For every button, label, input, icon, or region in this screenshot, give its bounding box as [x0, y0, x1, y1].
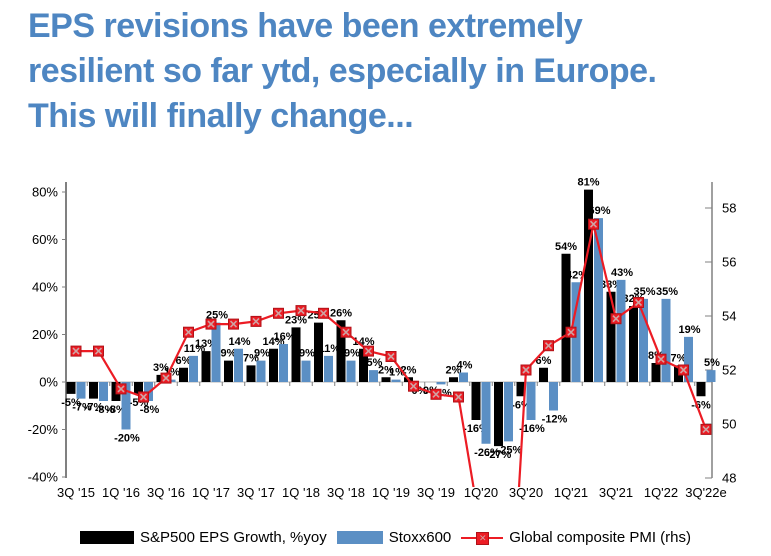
svg-text:20%: 20%	[32, 327, 58, 342]
svg-text:9%: 9%	[221, 348, 237, 360]
svg-text:-27%: -27%	[486, 449, 512, 461]
svg-text:-16%: -16%	[519, 423, 545, 435]
svg-text:43%: 43%	[611, 267, 633, 279]
svg-text:9%: 9%	[254, 348, 270, 360]
svg-text:14%: 14%	[228, 336, 250, 348]
svg-text:-5%: -5%	[61, 397, 81, 409]
svg-text:54%: 54%	[555, 241, 577, 253]
svg-text:56: 56	[722, 255, 736, 270]
svg-text:2%: 2%	[378, 364, 394, 376]
svg-text:-20%: -20%	[114, 433, 140, 445]
svg-text:3Q'21: 3Q'21	[599, 485, 633, 500]
svg-text:11%: 11%	[319, 343, 341, 355]
svg-text:0%: 0%	[39, 375, 58, 390]
stoxx600-swatch-icon	[336, 530, 383, 544]
svg-text:5%: 5%	[367, 357, 383, 369]
svg-text:54: 54	[722, 309, 736, 324]
svg-text:5%: 5%	[704, 357, 720, 369]
title-line-2: resilient so far ytd, especially in Euro…	[28, 51, 657, 90]
title-line-3: This will finally change...	[28, 96, 414, 135]
svg-text:1Q '16: 1Q '16	[102, 485, 140, 500]
legend-label-pmi: Global composite PMI (rhs)	[509, 528, 692, 546]
svg-text:9%: 9%	[299, 348, 315, 360]
svg-text:42%: 42%	[566, 269, 588, 281]
svg-text:-6%: -6%	[511, 399, 531, 411]
legend-label-sp500: S&P500 EPS Growth, %yoy	[139, 528, 327, 546]
svg-text:1Q'20: 1Q'20	[464, 485, 498, 500]
svg-text:-8%: -8%	[140, 404, 160, 416]
svg-text:-20%: -20%	[28, 422, 59, 437]
pmi-line	[70, 218, 712, 487]
svg-text:-7%: -7%	[72, 402, 92, 414]
svg-text:40%: 40%	[32, 280, 58, 295]
svg-text:35%: 35%	[633, 286, 655, 298]
svg-text:3Q '15: 3Q '15	[57, 485, 95, 500]
svg-text:3Q '16: 3Q '16	[147, 485, 185, 500]
legend-label-stoxx600: Stoxx600	[388, 528, 452, 546]
svg-text:1Q '18: 1Q '18	[282, 485, 320, 500]
chart-area: 80% 60% 40% 20% 0% -20% -40% 58 56 54 52 50 48 3Q '15…	[0, 168, 771, 520]
svg-text:7%: 7%	[671, 352, 687, 364]
svg-text:58: 58	[722, 201, 736, 216]
svg-text:81%: 81%	[577, 177, 599, 189]
svg-text:-8%: -8%	[106, 404, 126, 416]
svg-text:-25%: -25%	[497, 444, 523, 456]
pmi-line-swatch-icon: ✕	[461, 531, 504, 545]
svg-text:16%: 16%	[273, 331, 295, 343]
svg-text:19%: 19%	[678, 324, 700, 336]
svg-text:26%: 26%	[330, 307, 352, 319]
bars-stoxx600: -7% -8%-20%-8%1%11%25%14%9%16%9% 11% 9%5%1%…	[72, 205, 720, 459]
svg-text:6%: 6%	[536, 355, 552, 367]
svg-text:-7%: -7%	[84, 402, 104, 414]
svg-text:11%: 11%	[184, 343, 206, 355]
x-axis-labels: 3Q '15 1Q '16 3Q '16 1Q '17 3Q '17 1Q '18 3Q '…	[57, 485, 727, 500]
svg-text:69%: 69%	[588, 205, 610, 217]
svg-text:-40%: -40%	[28, 470, 59, 485]
bars-sp500: -5%-7%-8%-5%3%6%13%9%7%14%23%25%26%14%2%…	[61, 177, 711, 462]
svg-text:80%: 80%	[32, 185, 58, 200]
legend: S&P500 EPS Growth, %yoy Stoxx600 ✕ Globa…	[0, 524, 771, 550]
legend-item-pmi: ✕ Global composite PMI (rhs)	[461, 529, 691, 546]
title-line-1: EPS revisions have been extremely	[28, 7, 583, 45]
svg-text:1Q'22: 1Q'22	[644, 485, 678, 500]
svg-text:35%: 35%	[656, 286, 678, 298]
left-axis: 80% 60% 40% 20% 0% -20% -40%	[28, 182, 67, 485]
svg-text:4%: 4%	[457, 360, 473, 372]
right-axis: 58 56 54 52 50 48	[705, 182, 736, 486]
svg-text:-12%: -12%	[542, 414, 568, 426]
svg-text:60%: 60%	[32, 232, 58, 247]
svg-text:3Q'22e: 3Q'22e	[685, 485, 727, 500]
svg-text:52: 52	[722, 363, 736, 378]
svg-text:-8%: -8%	[95, 404, 115, 416]
legend-item-stoxx600: Stoxx600	[336, 528, 452, 546]
sp500-swatch-icon	[79, 530, 134, 544]
svg-text:1Q '19: 1Q '19	[372, 485, 410, 500]
svg-text:3Q '19: 3Q '19	[417, 485, 455, 500]
svg-text:3Q'20: 3Q'20	[509, 485, 543, 500]
svg-text:3Q '17: 3Q '17	[237, 485, 275, 500]
svg-text:-26%: -26%	[474, 447, 500, 459]
svg-text:14%: 14%	[352, 336, 374, 348]
svg-text:1Q '17: 1Q '17	[192, 485, 230, 500]
legend-item-sp500: S&P500 EPS Growth, %yoy	[79, 528, 327, 546]
svg-text:1Q'21: 1Q'21	[554, 485, 588, 500]
svg-text:2%: 2%	[446, 364, 462, 376]
svg-text:48: 48	[722, 471, 736, 486]
chart-title: EPS revisions have been extremely resilie…	[28, 4, 764, 139]
svg-text:3%: 3%	[153, 362, 169, 374]
svg-text:3Q '18: 3Q '18	[327, 485, 365, 500]
svg-text:23%: 23%	[285, 314, 307, 326]
svg-text:50: 50	[722, 417, 736, 432]
svg-text:7%: 7%	[243, 352, 259, 364]
svg-text:6%: 6%	[176, 355, 192, 367]
svg-text:9%: 9%	[344, 348, 360, 360]
